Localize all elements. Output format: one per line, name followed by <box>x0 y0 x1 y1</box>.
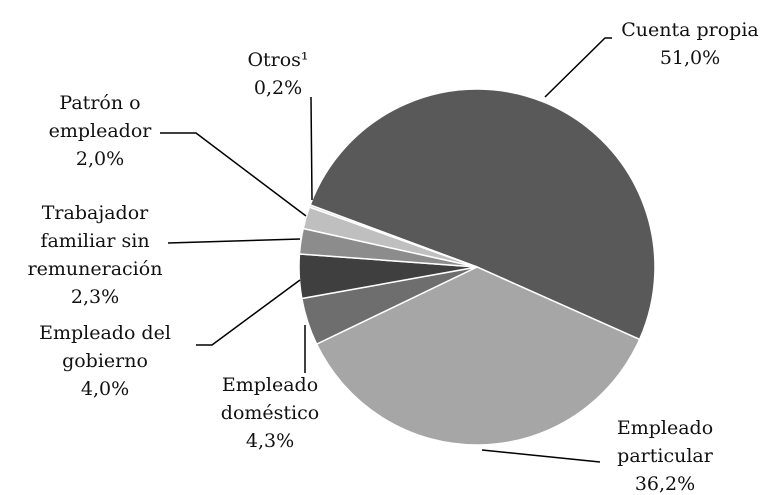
category-label: Cuenta propia <box>621 19 759 41</box>
slice-label: Empleado del gobierno 4,0% <box>0 319 210 403</box>
category-label: Empleado del gobierno <box>39 322 171 372</box>
leader-line <box>310 96 313 201</box>
leader-line <box>167 238 301 244</box>
value-label: 0,2% <box>253 77 303 99</box>
slice-label: Trabajador familiar sin remuneración 2,3% <box>10 199 180 311</box>
value-label: 2,3% <box>70 286 120 308</box>
value-label: 4,3% <box>245 430 295 452</box>
slice-label: Cuenta propia 51,0% <box>590 16 780 72</box>
category-label: Patrón o empleador <box>48 92 152 142</box>
value-label: 51,0% <box>659 47 721 69</box>
value-label: 4,0% <box>80 378 130 400</box>
pie-slice <box>315 266 641 446</box>
category-label: Empleado doméstico <box>220 374 320 424</box>
value-label: 36,2% <box>634 473 696 495</box>
pie-slice <box>309 88 656 341</box>
slice-label: Patrón o empleador 2,0% <box>30 89 170 173</box>
category-label: Trabajador familiar sin remuneración <box>27 202 163 280</box>
pie-slice <box>308 203 478 268</box>
slice-label: Empleado doméstico 4,3% <box>205 371 335 455</box>
slice-label: Otros¹ 0,2% <box>218 46 338 102</box>
leader-line <box>196 279 301 346</box>
slice-label: Empleado particular 36,2% <box>595 414 735 495</box>
leader-line <box>544 37 612 98</box>
leader-line <box>481 449 601 463</box>
category-label: Empleado particular <box>616 417 714 467</box>
leader-line <box>160 132 307 217</box>
category-label: Otros¹ <box>247 49 309 71</box>
slices <box>298 88 656 446</box>
value-label: 2,0% <box>75 148 125 170</box>
